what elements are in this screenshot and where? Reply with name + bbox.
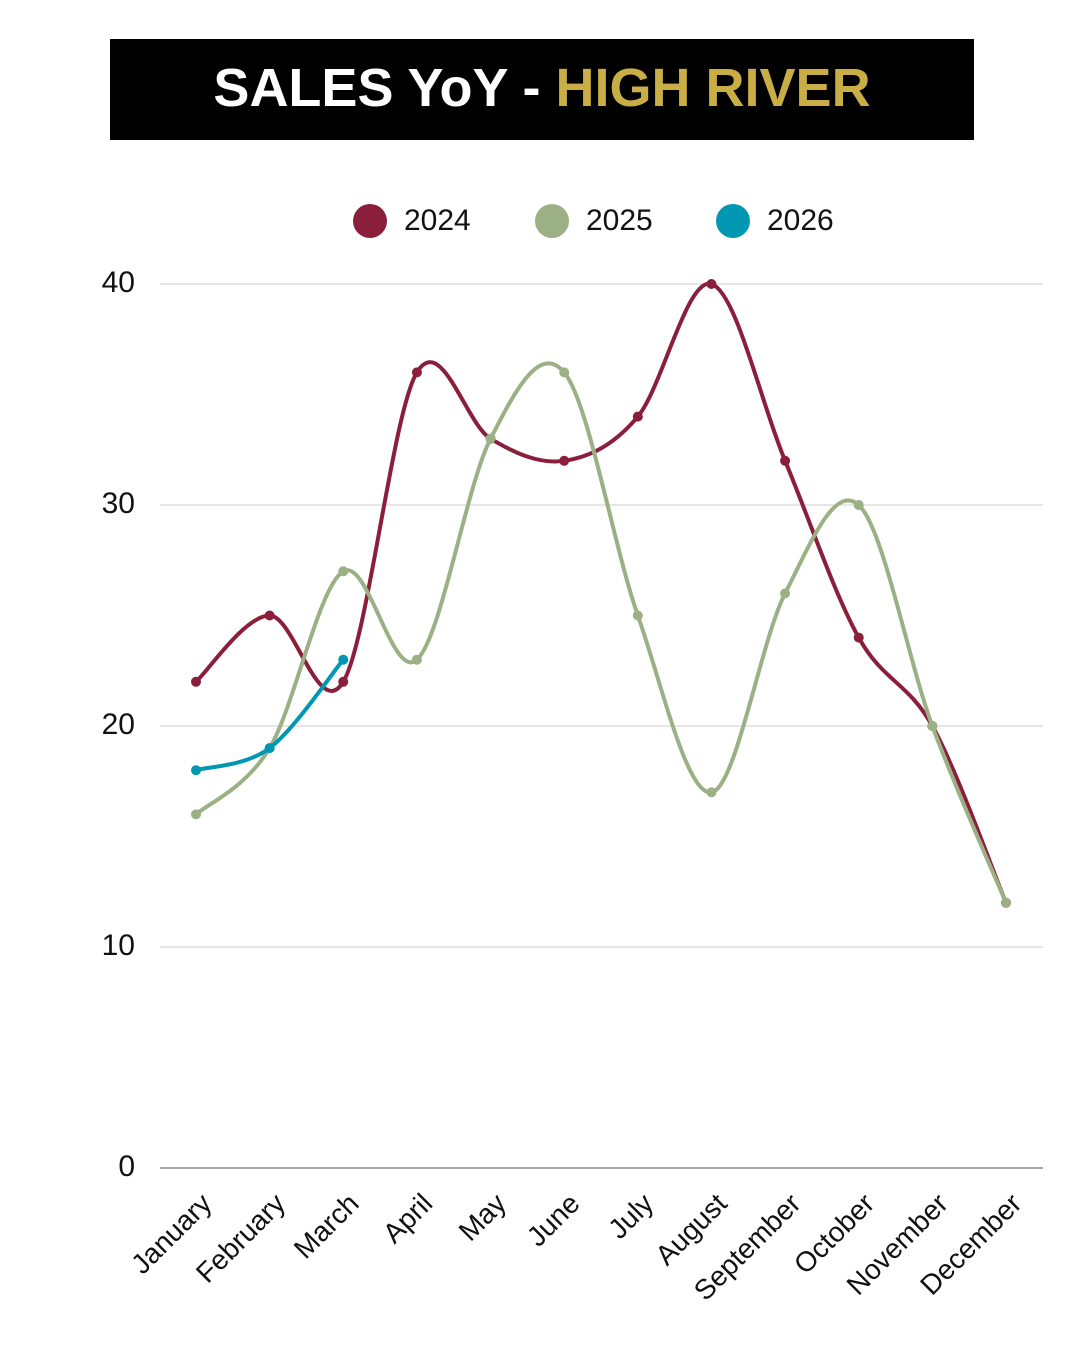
data-point (191, 765, 201, 776)
chart-title: SALES YoY - HIGH RIVER (213, 58, 870, 118)
x-tick-label: June (521, 1188, 586, 1253)
data-point (853, 500, 864, 510)
x-tick-label: March (288, 1188, 365, 1265)
data-point (559, 367, 570, 378)
title-part: HIGH RIVER (556, 58, 871, 118)
data-point (338, 654, 349, 665)
series-line (194, 281, 1008, 904)
data-point (780, 588, 791, 599)
data-point (191, 676, 201, 687)
y-tick-label: 40 (102, 266, 135, 299)
x-tick-label: May (453, 1188, 512, 1247)
data-point (411, 367, 422, 378)
data-point (264, 610, 275, 621)
series-line (194, 361, 1008, 904)
legend-label: 2024 (404, 204, 471, 237)
data-point (338, 676, 349, 687)
y-tick-label: 20 (102, 708, 135, 741)
title-part: SALES YoY - (213, 58, 540, 118)
data-point (559, 455, 570, 466)
data-point (632, 610, 643, 621)
data-point (338, 566, 349, 577)
legend-label: 2025 (586, 204, 653, 237)
data-point (632, 411, 643, 422)
title-bar (110, 39, 974, 140)
legend-marker (716, 204, 750, 238)
data-point (485, 433, 496, 444)
legend-marker (535, 204, 569, 238)
data-point (780, 455, 791, 466)
legend-marker (353, 204, 387, 238)
data-point (706, 279, 717, 289)
series-line (195, 658, 345, 773)
data-point (264, 743, 275, 754)
data-point (853, 632, 864, 643)
data-point (411, 654, 422, 665)
x-tick-label: April (377, 1188, 439, 1250)
y-tick-label: 10 (102, 929, 135, 962)
data-point (1001, 897, 1011, 908)
data-point (706, 787, 717, 798)
data-point (927, 721, 938, 731)
data-point (191, 809, 201, 820)
y-tick-label: 0 (118, 1150, 135, 1183)
y-tick-label: 30 (102, 487, 135, 520)
legend-label: 2026 (767, 204, 834, 237)
x-tick-label: July (602, 1188, 659, 1245)
